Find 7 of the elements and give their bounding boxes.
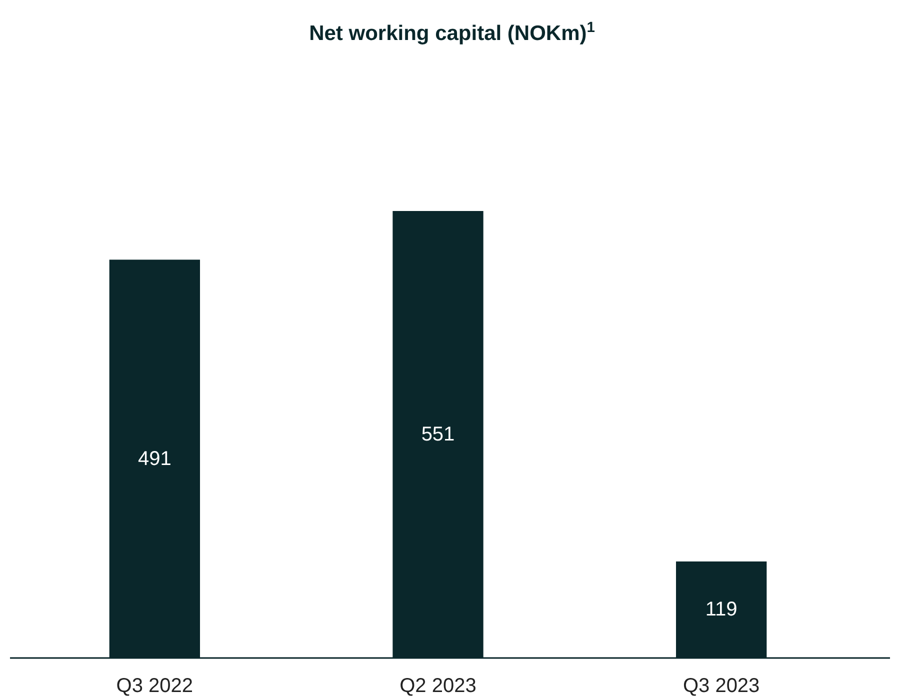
x-tick-label: Q2 2023: [400, 675, 476, 697]
data-label: 551: [421, 424, 455, 446]
chart-title: Net working capital (NOKm)$^{1}$: [309, 20, 595, 45]
x-tick-label: Q3 2023: [682, 675, 760, 697]
x-tick-label: Q3 2022: [116, 675, 194, 697]
data-label: 119: [705, 598, 738, 621]
data-label: 491: [138, 448, 172, 470]
